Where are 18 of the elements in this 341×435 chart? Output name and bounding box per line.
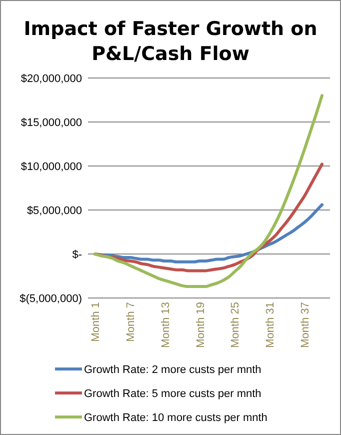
y-tick-label: $- [72,248,82,261]
x-tick-label: Month 31 [264,302,277,348]
legend-label: Growth Rate: 10 more custs per mnth [84,412,268,424]
x-tick-label: Month 1 [90,302,102,342]
x-tick-label: Month 19 [194,302,207,348]
line-series [94,94,324,288]
y-tick-label: $10,000,000 [20,160,82,173]
y-tick-label: $(5,000,000) [20,292,82,305]
legend-label: Growth Rate: 2 more custs per mnth [84,364,262,376]
y-tick-label: $20,000,000 [20,72,82,85]
x-tick-label: Month 7 [124,302,137,342]
chart-title: Impact of Faster Growth on P&L/Cash Flow [24,18,318,65]
y-tick-label: $5,000,000 [26,204,82,217]
x-tick-label: Month 37 [300,302,312,348]
x-tick-label: Month 25 [230,302,242,348]
y-tick-label: $15,000,000 [20,116,82,129]
legend-label: Growth Rate: 5 more custs per mnth [84,388,262,400]
x-tick-label: Month 13 [160,302,172,348]
